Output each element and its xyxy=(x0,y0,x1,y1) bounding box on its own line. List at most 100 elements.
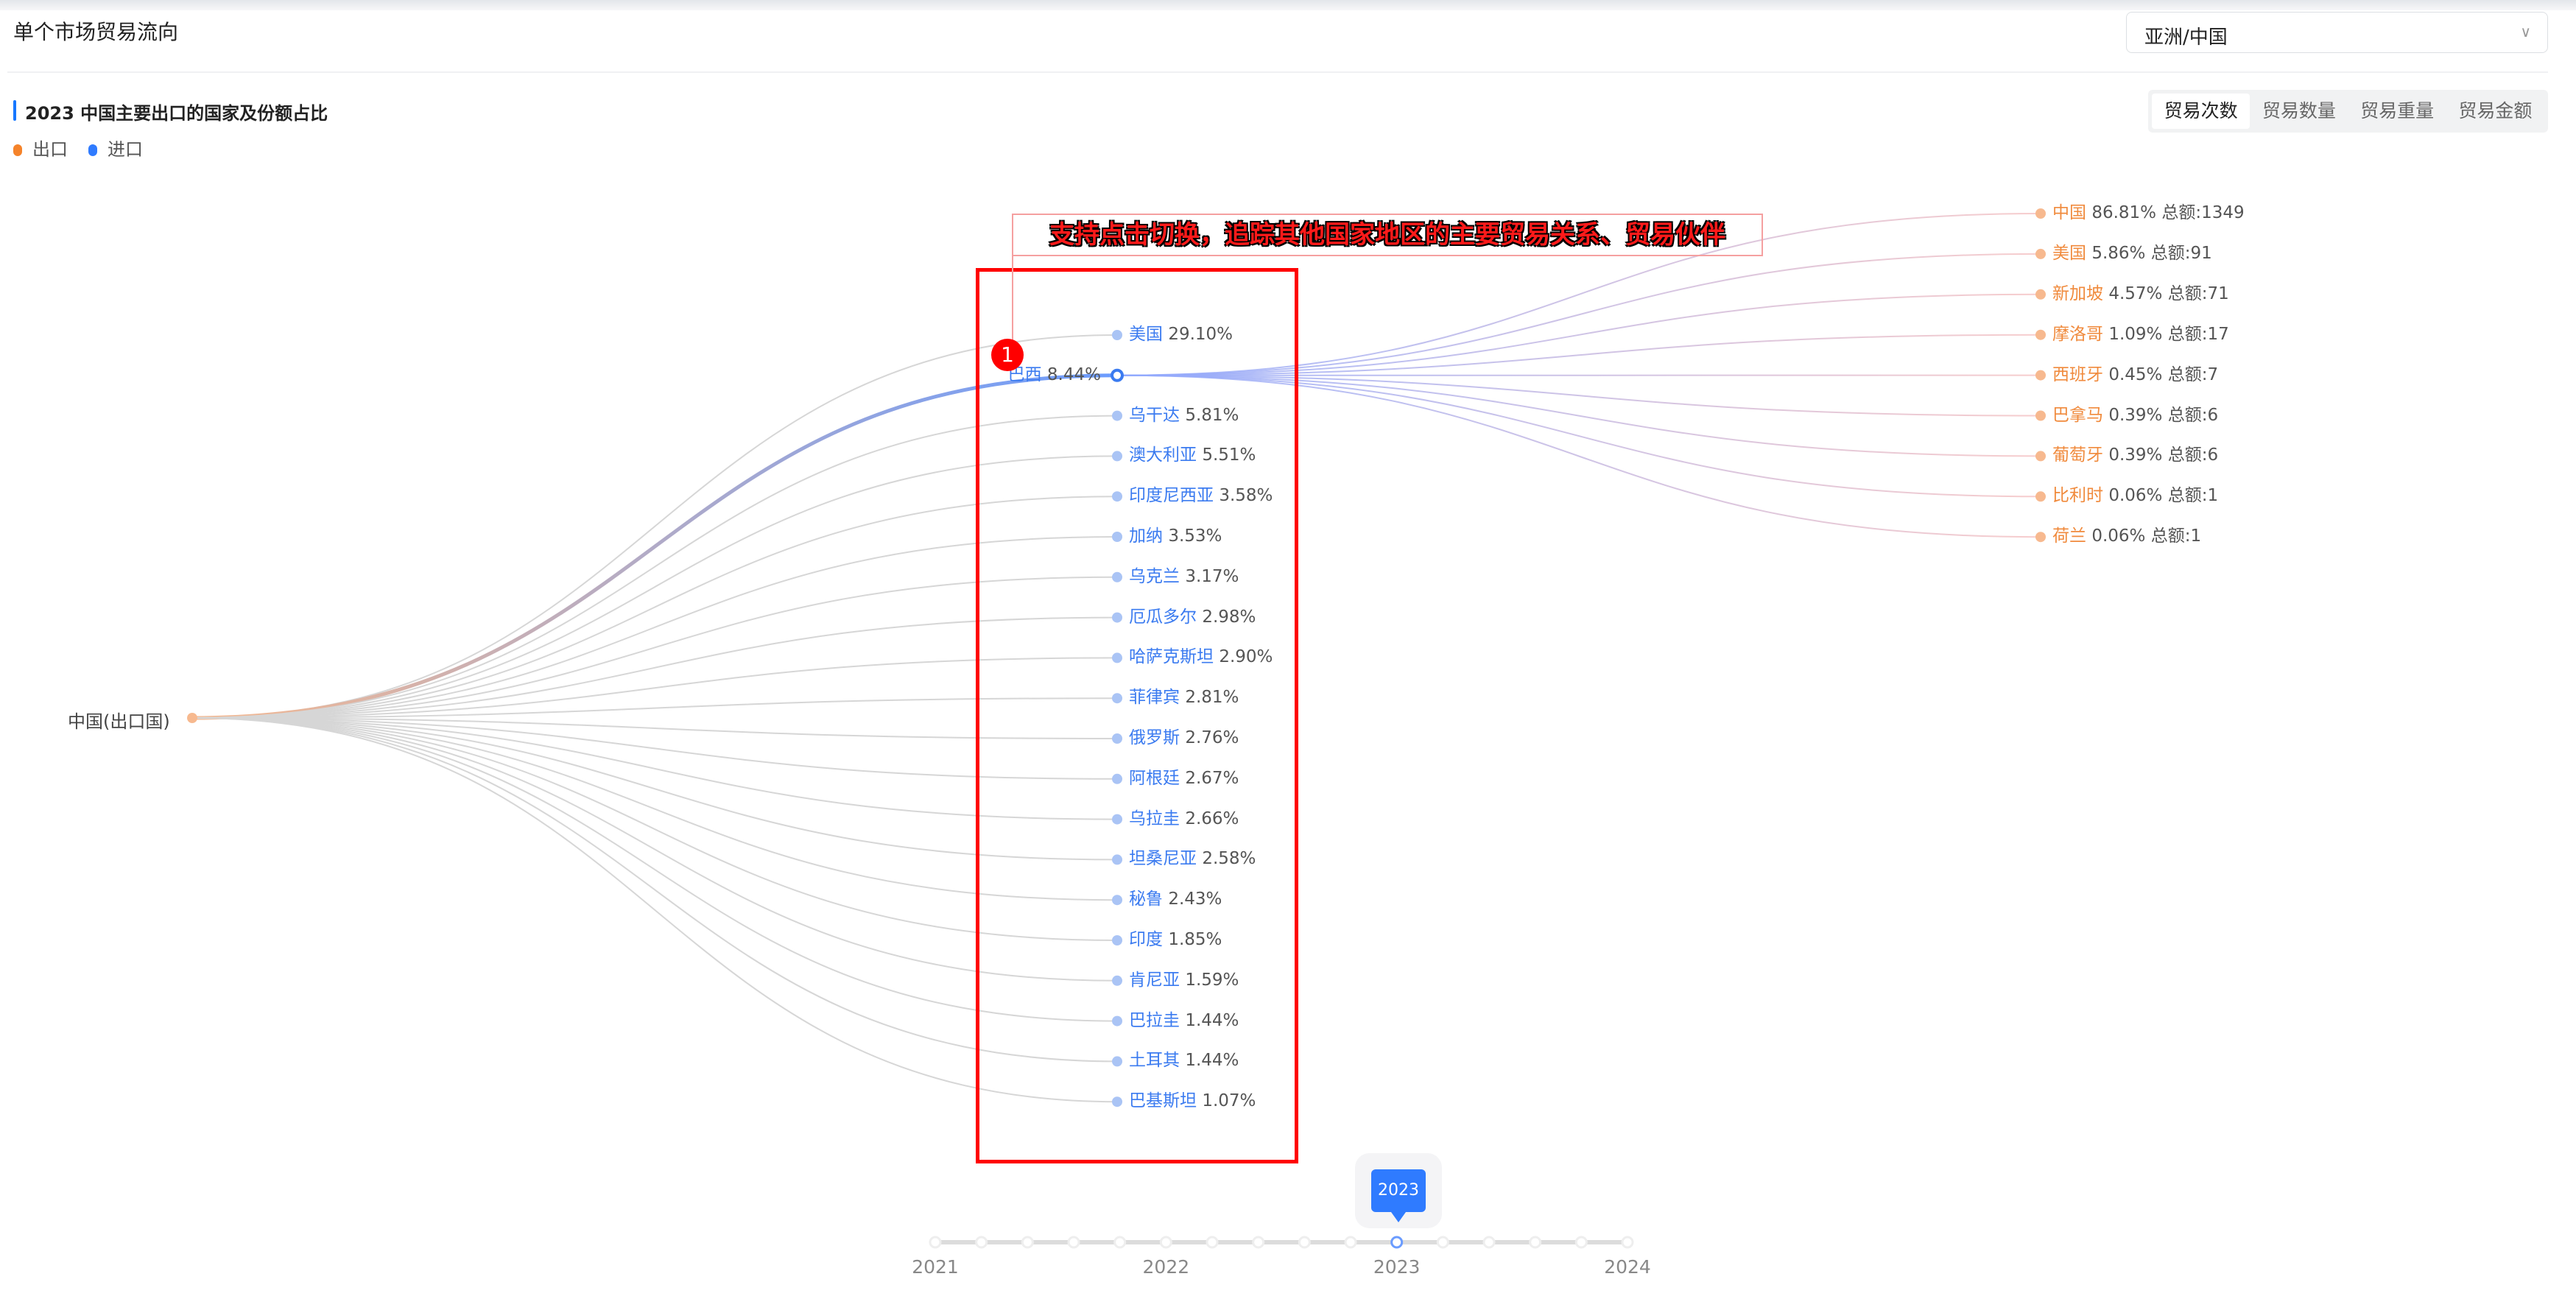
country-share: 2.58% xyxy=(1202,849,1256,869)
partner-node[interactable] xyxy=(2035,370,2046,381)
country-node-label[interactable]: 坦桑尼亚 2.58% xyxy=(1129,848,1256,869)
tree-node[interactable] xyxy=(1111,368,1124,382)
timeline-year-label[interactable]: 2023 xyxy=(1373,1256,1421,1278)
country-node-label[interactable]: 乌拉圭 2.66% xyxy=(1129,809,1239,829)
tree-node[interactable] xyxy=(1112,895,1122,906)
timeline-dot[interactable] xyxy=(1206,1236,1219,1249)
tree-node[interactable] xyxy=(1112,330,1122,340)
partner-total: 总额:17 xyxy=(2167,324,2229,344)
partner-share: 0.06% xyxy=(2091,526,2146,546)
country-node-label[interactable]: 加纳 3.53% xyxy=(1129,526,1222,546)
tree-node[interactable] xyxy=(1112,612,1122,623)
timeline-dot[interactable] xyxy=(1436,1236,1449,1249)
partner-node[interactable] xyxy=(2035,451,2046,462)
partner-node[interactable] xyxy=(2035,410,2046,421)
region-select[interactable]: 亚洲/中国 ∨ xyxy=(2126,12,2548,53)
partner-node[interactable] xyxy=(2035,208,2046,219)
country-node-label[interactable]: 印度 1.85% xyxy=(1129,929,1222,950)
timeline-dot[interactable] xyxy=(1529,1236,1542,1249)
partner-node-label[interactable]: 美国 5.86% 总额:91 xyxy=(2052,243,2212,264)
timeline-dot[interactable] xyxy=(1298,1236,1311,1249)
country-node-label[interactable]: 阿根廷 2.67% xyxy=(1129,768,1239,789)
partner-node-label[interactable]: 新加坡 4.57% 总额:71 xyxy=(2052,284,2229,304)
partner-share: 0.45% xyxy=(2108,364,2163,384)
timeline-dot[interactable] xyxy=(1252,1236,1265,1249)
country-node-label[interactable]: 美国 29.10% xyxy=(1129,324,1233,345)
partner-node-label[interactable]: 葡萄牙 0.39% 总额:6 xyxy=(2052,445,2218,465)
partner-node-label[interactable]: 西班牙 0.45% 总额:7 xyxy=(2052,364,2218,385)
partner-node-label[interactable]: 巴拿马 0.39% 总额:6 xyxy=(2052,405,2218,426)
timeline-current-dot[interactable] xyxy=(1390,1236,1404,1249)
timeline-year-label[interactable]: 2021 xyxy=(912,1256,959,1278)
country-node-label[interactable]: 巴基斯坦 1.07% xyxy=(1129,1091,1256,1111)
tree-node[interactable] xyxy=(1112,1056,1122,1067)
root-node-label[interactable]: 中国(出口国) xyxy=(68,711,170,732)
root-node[interactable] xyxy=(187,713,197,723)
timeline-dot[interactable] xyxy=(975,1236,988,1249)
partner-node[interactable] xyxy=(2035,491,2046,502)
partner-node[interactable] xyxy=(2035,329,2046,340)
timeline-dot[interactable] xyxy=(1159,1236,1172,1249)
partner-node[interactable] xyxy=(2035,532,2046,543)
legend-import[interactable]: 进口 xyxy=(88,135,143,161)
partner-total: 总额:6 xyxy=(2167,405,2219,425)
timeline-dot[interactable] xyxy=(1621,1236,1634,1249)
tree-node[interactable] xyxy=(1112,1015,1122,1026)
country-node-label[interactable]: 巴西 8.44% xyxy=(1008,364,1101,385)
country-node-label[interactable]: 肯尼亚 1.59% xyxy=(1129,970,1239,990)
timeline-dot[interactable] xyxy=(929,1236,942,1249)
country-node-label[interactable]: 厄瓜多尔 2.98% xyxy=(1129,607,1256,627)
country-node-label[interactable]: 巴拉圭 1.44% xyxy=(1129,1010,1239,1031)
partner-node[interactable] xyxy=(2035,289,2046,300)
partner-node-label[interactable]: 中国 86.81% 总额:1349 xyxy=(2052,202,2245,223)
tree-node[interactable] xyxy=(1112,491,1122,502)
tree-node[interactable] xyxy=(1112,733,1122,744)
tree-node[interactable] xyxy=(1112,814,1122,825)
country-node-label[interactable]: 乌克兰 3.17% xyxy=(1129,566,1239,587)
partner-share: 4.57% xyxy=(2108,284,2163,303)
legend-export[interactable]: 出口 xyxy=(13,135,68,161)
partner-node-label[interactable]: 比利时 0.06% 总额:1 xyxy=(2052,485,2218,506)
tree-node[interactable] xyxy=(1112,532,1122,542)
partner-share: 5.86% xyxy=(2091,243,2146,263)
partner-node-label[interactable]: 摩洛哥 1.09% 总额:17 xyxy=(2052,324,2229,345)
region-select-value: 亚洲/中国 xyxy=(2144,27,2228,49)
tree-node[interactable] xyxy=(1112,693,1122,704)
country-node-label[interactable]: 澳大利亚 5.51% xyxy=(1129,445,1256,465)
timeline-dot[interactable] xyxy=(1574,1236,1588,1249)
tree-node[interactable] xyxy=(1112,571,1122,582)
partner-node[interactable] xyxy=(2035,248,2046,259)
partner-total: 总额:91 xyxy=(2150,243,2212,263)
tree-node[interactable] xyxy=(1112,975,1122,986)
tree-node[interactable] xyxy=(1112,451,1122,462)
country-node-label[interactable]: 哈萨克斯坦 2.90% xyxy=(1129,647,1273,667)
tree-node[interactable] xyxy=(1112,652,1122,663)
timeline-dot[interactable] xyxy=(1021,1236,1034,1249)
country-node-label[interactable]: 秘鲁 2.43% xyxy=(1129,889,1222,909)
timeline-dot[interactable] xyxy=(1067,1236,1080,1249)
country-node-label[interactable]: 菲律宾 2.81% xyxy=(1129,687,1239,708)
partner-node-label[interactable]: 荷兰 0.06% 总额:1 xyxy=(2052,526,2201,546)
tree-node[interactable] xyxy=(1112,935,1122,945)
tab-trade-amount[interactable]: 贸易金额 xyxy=(2458,100,2533,122)
tree-node[interactable] xyxy=(1112,854,1122,865)
country-share: 3.58% xyxy=(1219,486,1273,506)
timeline-year-label[interactable]: 2022 xyxy=(1142,1256,1190,1278)
country-node-label[interactable]: 俄罗斯 2.76% xyxy=(1129,728,1239,748)
tab-trade-quantity[interactable]: 贸易数量 xyxy=(2262,100,2336,122)
country-node-label[interactable]: 印度尼西亚 3.58% xyxy=(1129,485,1273,506)
timeline-dot[interactable] xyxy=(1344,1236,1357,1249)
tree-node[interactable] xyxy=(1112,1096,1122,1107)
timeline-dot[interactable] xyxy=(1482,1236,1496,1249)
country-share: 1.07% xyxy=(1202,1091,1256,1111)
country-node-label[interactable]: 土耳其 1.44% xyxy=(1129,1050,1239,1071)
tree-node[interactable] xyxy=(1112,773,1122,784)
tab-trade-count[interactable]: 贸易次数 xyxy=(2152,94,2251,129)
country-name: 土耳其 xyxy=(1129,1051,1180,1071)
tab-trade-weight[interactable]: 贸易重量 xyxy=(2360,100,2435,122)
tree-node[interactable] xyxy=(1112,410,1122,421)
timeline-year-label[interactable]: 2024 xyxy=(1604,1256,1651,1278)
country-node-label[interactable]: 乌干达 5.81% xyxy=(1129,405,1239,426)
timeline-dot[interactable] xyxy=(1113,1236,1127,1249)
